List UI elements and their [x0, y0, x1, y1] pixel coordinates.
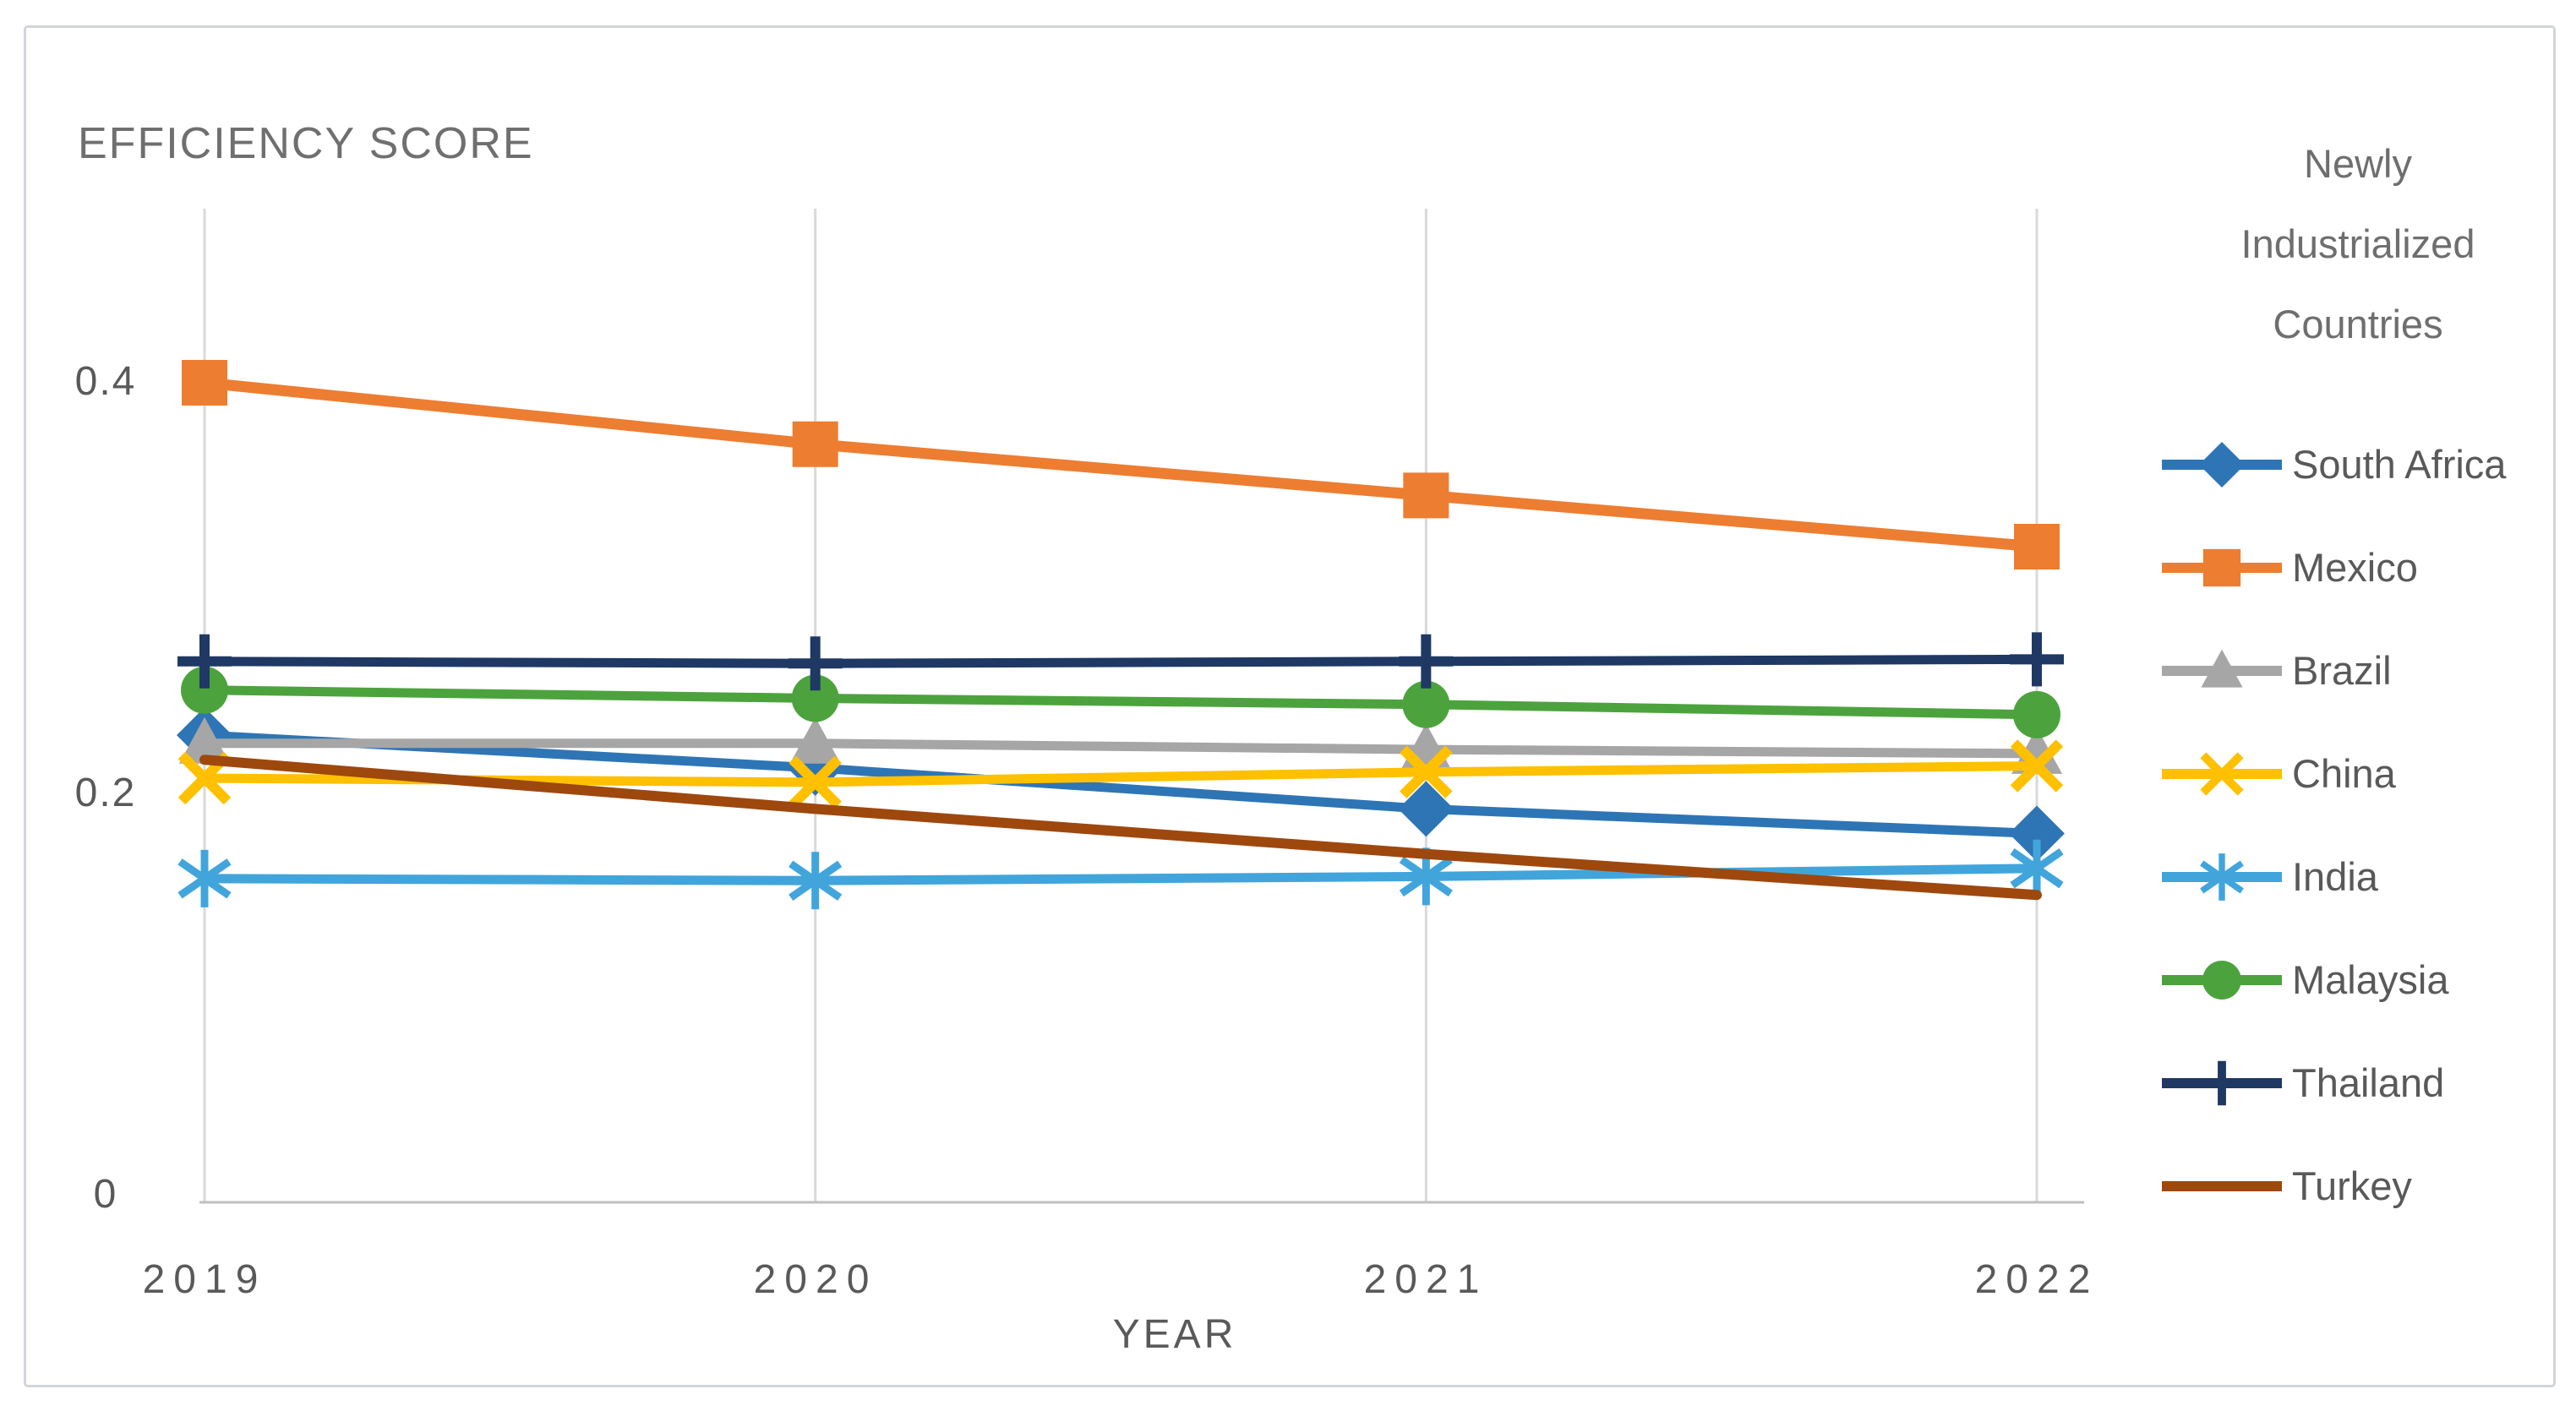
- legend-label-brazil: Brazil: [2292, 648, 2392, 693]
- legend-swatch-marker-india: [2200, 860, 2244, 894]
- data-point-china: [2010, 739, 2064, 793]
- legend-swatch-marker-south-africa: [2198, 441, 2246, 488]
- x-axis-tick-2021: 2021: [1363, 1257, 1488, 1302]
- series-line-mexico: [199, 377, 2043, 553]
- series-line-south-africa: [199, 730, 2042, 838]
- data-point-brazil: [179, 716, 230, 764]
- legend-title-line-1: Newly: [2304, 141, 2412, 186]
- legend-swatch-marker-china: [2200, 752, 2244, 796]
- series-line-thailand: [199, 654, 2042, 668]
- legend-label-china: China: [2292, 751, 2396, 796]
- legend-swatch-marker-malaysia: [2202, 961, 2241, 1000]
- data-point-malaysia: [181, 666, 228, 714]
- series-line-turkey: [199, 755, 2043, 901]
- data-point-malaysia: [791, 674, 839, 722]
- data-point-mexico: [2014, 524, 2060, 569]
- data-point-mexico: [792, 421, 838, 467]
- legend-label-thailand: Thailand: [2292, 1060, 2445, 1105]
- legend-swatch-marker-mexico: [2202, 548, 2241, 587]
- data-point-china: [789, 755, 842, 809]
- data-point-india: [177, 858, 232, 899]
- series-line-malaysia: [199, 685, 2042, 720]
- data-point-malaysia: [2013, 690, 2061, 738]
- x-axis-tick-2020: 2020: [753, 1257, 878, 1302]
- y-axis-tick-0-4: 0.4: [74, 359, 137, 404]
- data-point-india: [789, 860, 843, 901]
- data-point-malaysia: [1402, 680, 1450, 728]
- x-axis-tick-2019: 2019: [142, 1257, 267, 1302]
- chart-title: EFFICIENCY SCORE: [78, 119, 534, 168]
- x-axis-title: YEAR: [1112, 1312, 1237, 1357]
- figure-border: [24, 25, 2556, 1387]
- data-point-brazil: [789, 716, 841, 764]
- legend-label-malaysia: Malaysia: [2292, 957, 2449, 1002]
- legend-title-line-3: Countries: [2273, 302, 2443, 346]
- data-point-mexico: [182, 360, 227, 406]
- y-axis-tick-0: 0: [93, 1172, 118, 1217]
- data-point-mexico: [1403, 472, 1449, 519]
- legend-title: Newly Industrialized Countries: [2157, 123, 2559, 364]
- legend-label-mexico: Mexico: [2292, 545, 2418, 590]
- y-axis-tick-0-2: 0.2: [74, 771, 137, 815]
- data-point-india: [2010, 848, 2064, 889]
- legend-label-india: India: [2292, 854, 2378, 899]
- legend-label-turkey: Turkey: [2292, 1163, 2412, 1208]
- legend-title-line-2: Industrialized: [2240, 221, 2475, 266]
- data-point-south-africa: [2009, 805, 2066, 862]
- legend-swatch-marker-brazil: [2201, 649, 2243, 688]
- series-line-brazil: [199, 738, 2042, 759]
- data-point-south-africa: [1398, 781, 1454, 837]
- data-point-china: [1400, 745, 1453, 798]
- legend-label-south-africa: South Africa: [2292, 442, 2507, 487]
- data-point-india: [1399, 856, 1453, 897]
- x-axis-tick-2022: 2022: [1974, 1257, 2099, 1302]
